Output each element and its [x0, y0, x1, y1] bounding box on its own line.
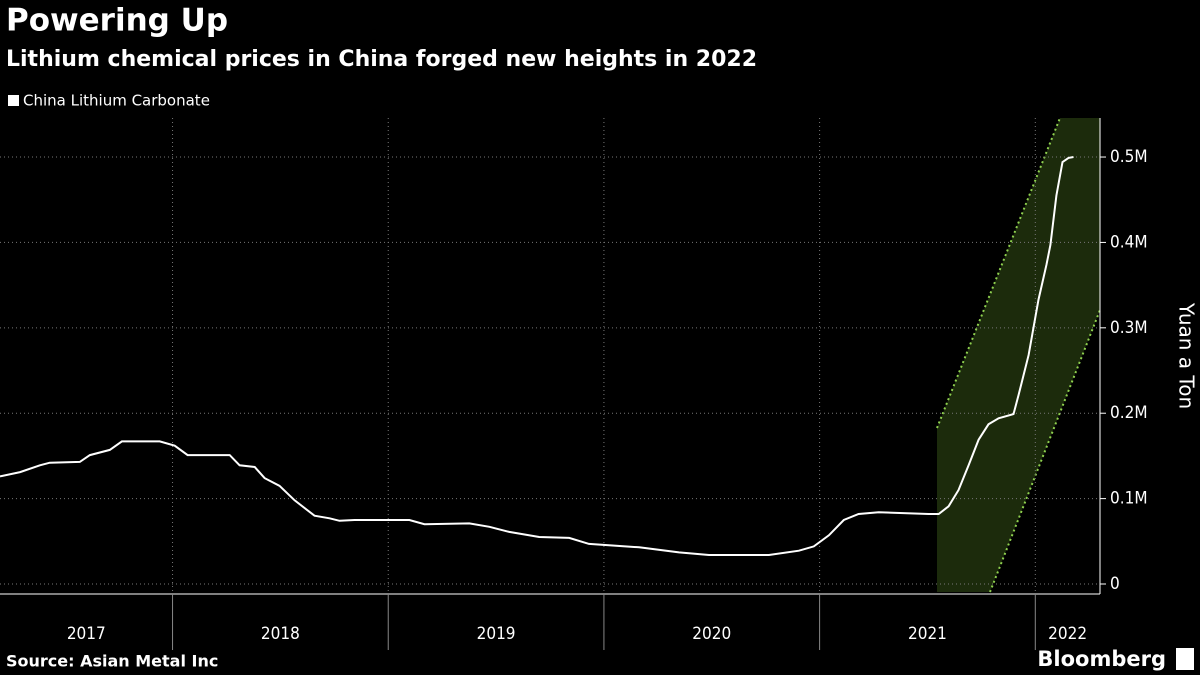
price-line	[0, 156, 1074, 556]
x-tick-label: 2019	[477, 624, 516, 644]
x-tick-label: 2018	[261, 624, 300, 644]
brand: Bloomberg	[1037, 647, 1166, 671]
x-tick-label: 2021	[908, 624, 947, 644]
y-axis-title: Yuan a Ton	[1175, 302, 1199, 409]
brand-icon	[1176, 648, 1194, 670]
channel-lower	[989, 309, 1101, 593]
y-tick-label: 0.4M	[1110, 232, 1148, 252]
chart-subtitle: Lithium chemical prices in China forged …	[6, 47, 757, 72]
y-tick-label: 0.2M	[1110, 403, 1148, 423]
chart-title: Powering Up	[6, 3, 228, 39]
legend-label: China Lithium Carbonate	[23, 92, 210, 110]
x-tick-label: 2017	[67, 624, 106, 644]
source: Source: Asian Metal Inc	[6, 652, 218, 671]
channel-upper	[936, 117, 1061, 429]
legend-swatch	[8, 95, 19, 106]
x-tick-label: 2022	[1048, 624, 1087, 644]
y-tick-label: 0	[1110, 574, 1120, 594]
trend-channel	[937, 118, 1100, 592]
y-tick-label: 0.5M	[1110, 147, 1148, 167]
x-tick-label: 2020	[692, 624, 731, 644]
y-tick-label: 0.3M	[1110, 318, 1148, 338]
y-tick-label: 0.1M	[1110, 489, 1148, 509]
